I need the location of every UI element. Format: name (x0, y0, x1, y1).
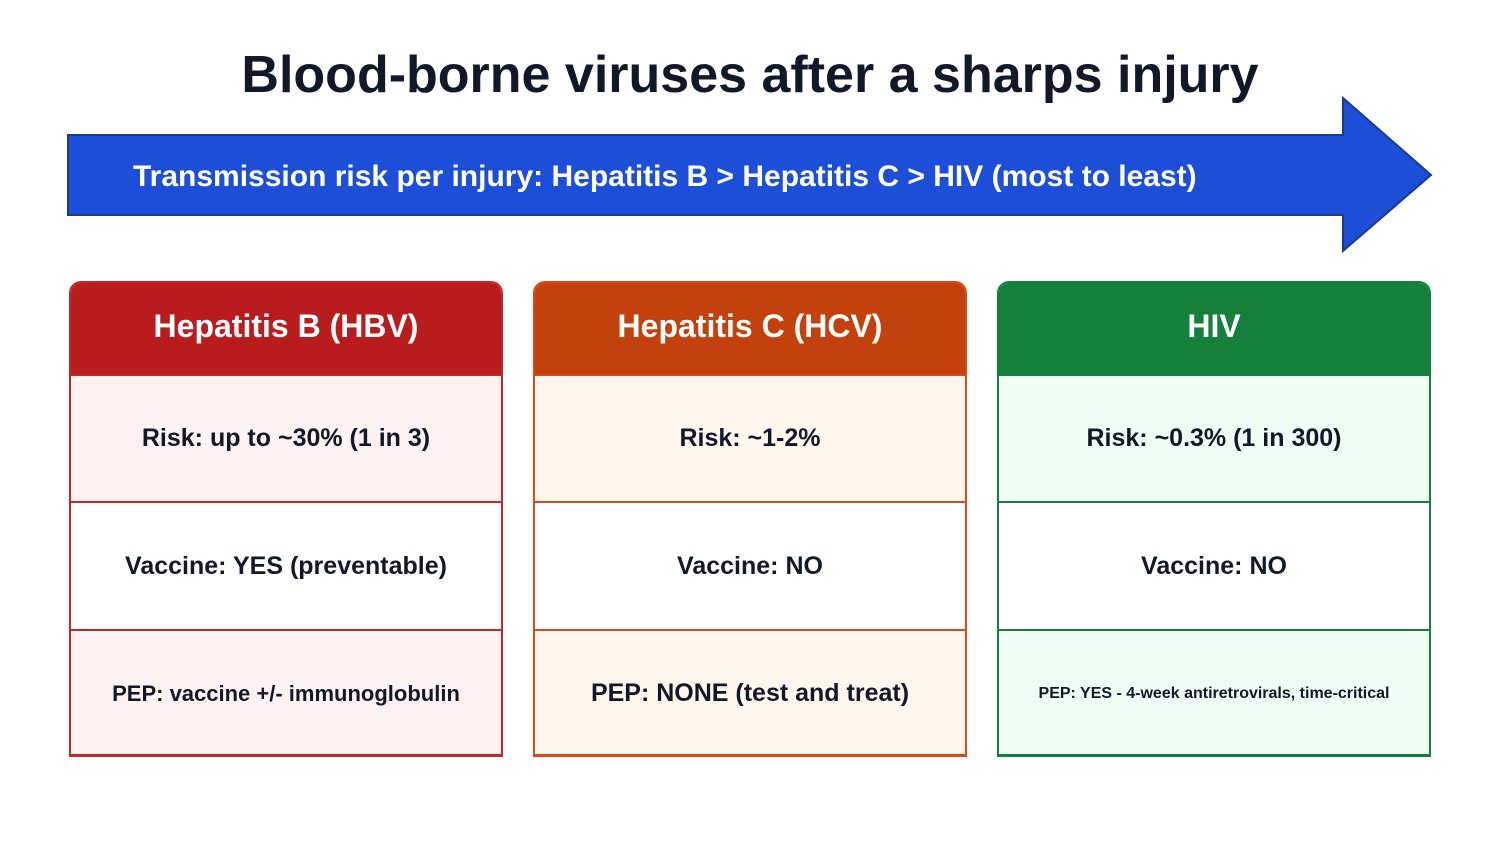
transmission-risk-label: Transmission risk per injury: Hepatitis … (133, 160, 1197, 193)
hepatitis-c-card: Hepatitis C (HCV) Risk: ~1-2% Vaccine: N… (533, 281, 967, 757)
hepatitis-b-pep: PEP: vaccine +/- immunoglobulin (71, 629, 501, 754)
hiv-pep: PEP: YES - 4-week antiretrovirals, time-… (999, 629, 1429, 754)
hepatitis-c-header: Hepatitis C (HCV) (535, 283, 965, 374)
hepatitis-b-header: Hepatitis B (HBV) (71, 283, 501, 374)
diagram-title: Blood-borne viruses after a sharps injur… (241, 46, 1259, 104)
hiv-card: HIV Risk: ~0.3% (1 in 300) Vaccine: NO P… (997, 281, 1431, 757)
hiv-vaccine: Vaccine: NO (999, 501, 1429, 629)
hiv-risk: Risk: ~0.3% (1 in 300) (999, 374, 1429, 501)
hepatitis-b-risk: Risk: up to ~30% (1 in 3) (71, 374, 501, 501)
hepatitis-c-vaccine: Vaccine: NO (535, 501, 965, 629)
hepatitis-b-vaccine: Vaccine: YES (preventable) (71, 501, 501, 629)
hepatitis-c-risk: Risk: ~1-2% (535, 374, 965, 501)
hiv-header: HIV (999, 283, 1429, 374)
hepatitis-b-card: Hepatitis B (HBV) Risk: up to ~30% (1 in… (69, 281, 503, 757)
hepatitis-c-pep: PEP: NONE (test and treat) (535, 629, 965, 754)
